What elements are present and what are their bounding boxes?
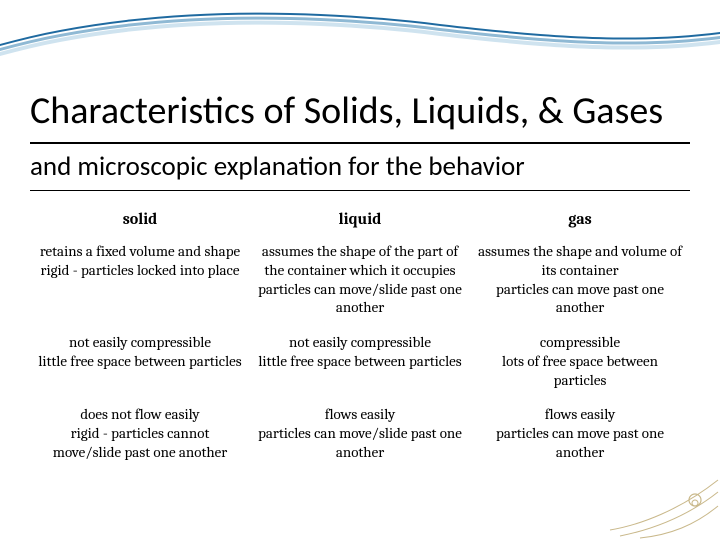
comparison-table: solid liquid gas retains a fixed volume … xyxy=(30,200,690,470)
table-cell: does not flow easilyrigid - particles ca… xyxy=(30,397,250,469)
col-header-liquid: liquid xyxy=(250,200,470,234)
table-cell: not easily compressiblelittle free space… xyxy=(250,325,470,397)
table-row: does not flow easilyrigid - particles ca… xyxy=(30,397,690,469)
table-cell: assumes the shape and volume of its cont… xyxy=(470,234,690,325)
col-header-solid: solid xyxy=(30,200,250,234)
table-cell: flows easilyparticles can move/slide pas… xyxy=(250,397,470,469)
header-swoosh-decoration xyxy=(0,0,720,90)
slide-title: Characteristics of Solids, Liquids, & Ga… xyxy=(30,88,663,134)
corner-swirl-decoration xyxy=(600,470,720,540)
table-cell: compressiblelots of free space between p… xyxy=(470,325,690,397)
table-header-row: solid liquid gas xyxy=(30,200,690,234)
table-cell: assumes the shape of the part of the con… xyxy=(250,234,470,325)
slide-subtitle: and microscopic explanation for the beha… xyxy=(30,150,525,183)
col-header-gas: gas xyxy=(470,200,690,234)
table-cell: flows easilyparticles can move past one … xyxy=(470,397,690,469)
subtitle-underline xyxy=(30,190,690,191)
table-cell: not easily compressiblelittle free space… xyxy=(30,325,250,397)
table-row: retains a fixed volume and shaperigid - … xyxy=(30,234,690,325)
table-row: not easily compressiblelittle free space… xyxy=(30,325,690,397)
title-underline xyxy=(30,142,690,144)
table-cell: retains a fixed volume and shaperigid - … xyxy=(30,234,250,325)
